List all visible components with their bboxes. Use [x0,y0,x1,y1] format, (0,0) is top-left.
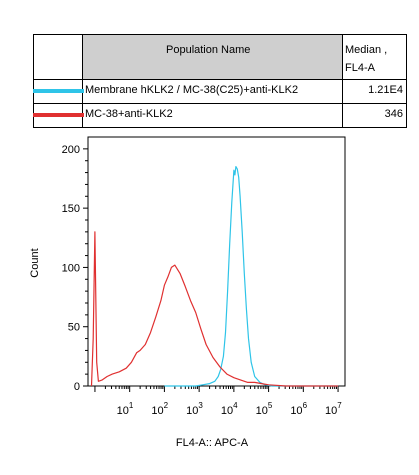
legend-row-1-name-cell: Membrane hKLK2 / MC-38(C25)+anti-KLK2 [83,80,343,104]
median-header-line2: FL4-A [345,62,375,74]
plot-frame [87,136,346,387]
median-header-line1: Median , [345,44,388,56]
y-tick-label-0: 0 [74,381,80,393]
legend-row-2-name-cell: MC-38+anti-KLK2 [83,104,343,128]
x-tick-label-2: 102 [151,401,168,417]
legend-row-2-name: MC-38+anti-KLK2 [85,108,173,120]
y-axis-label: Count [29,248,41,277]
legend-row-2-swatch [33,113,84,117]
legend-row-2-median: 346 [384,108,403,120]
x-tick-label-5: 105 [256,401,273,417]
plot-layer: 0 50 100 150 200 101 102 103 104 105 106 107 [62,136,346,417]
median-header-cell: Median , FL4-A [343,34,407,80]
y-tick-label-150: 150 [62,203,80,215]
legend-table: Population Name Median , FL4-A Membrane … [33,34,407,128]
x-tick-label-1: 101 [117,401,134,417]
series-line-1 [164,166,339,387]
legend-row-1-swatch-cell [33,80,84,104]
legend-header-blank-cell [33,34,83,80]
legend-row-1-swatch [33,89,84,93]
x-axis-label: FL4-A:: APC-A [176,437,249,449]
legend-row-1-median: 1.21E4 [368,84,403,96]
legend-row-2-swatch-cell [33,104,84,128]
x-tick-label-4: 104 [221,401,238,417]
legend-row-1-name: Membrane hKLK2 / MC-38(C25)+anti-KLK2 [85,84,299,96]
series-line-2 [90,231,339,387]
population-name-header-cell: Population Name [83,34,343,80]
legend-row-2-median-cell: 346 [343,104,407,128]
y-tick-label-100: 100 [62,262,80,274]
population-name-header: Population Name [166,44,251,56]
x-tick-label-6: 106 [290,401,307,417]
legend-row-1-median-cell: 1.21E4 [343,80,407,104]
y-tick-label-50: 50 [68,322,80,334]
x-tick-label-7: 107 [325,401,342,417]
y-tick-label-200: 200 [62,144,80,156]
x-tick-label-3: 103 [186,401,203,417]
